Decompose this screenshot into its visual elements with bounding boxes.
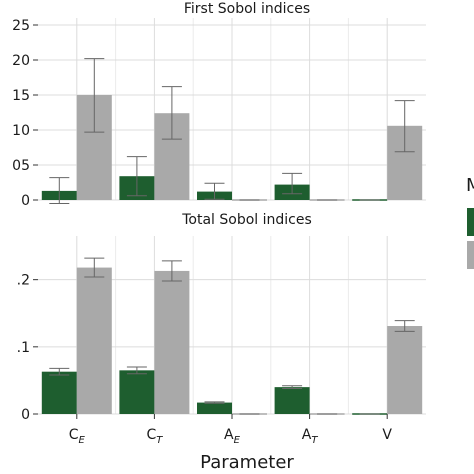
error-bar — [49, 177, 70, 204]
bar-AT-series-1 — [274, 387, 310, 414]
facet-title: Total Sobol indices — [181, 212, 312, 228]
error-bar — [282, 385, 303, 389]
bar-CE-series-1 — [41, 371, 77, 414]
y-tick-label: .2 — [17, 273, 30, 289]
legend-title: M — [466, 175, 474, 196]
y-tick-label: .1 — [17, 340, 30, 356]
x-tick-label: AT — [302, 427, 319, 446]
bar-AE-series-1 — [197, 402, 232, 414]
error-bar — [282, 172, 303, 195]
bar-CE-series-2 — [76, 267, 112, 414]
x-tick-label: CT — [146, 427, 163, 446]
legend-swatch-2 — [467, 241, 474, 269]
error-bar — [204, 401, 225, 404]
x-tick-label: V — [382, 427, 392, 443]
error-bar — [84, 58, 105, 133]
error-bar — [161, 260, 182, 282]
y-tick-label: 10 — [12, 123, 30, 139]
facet-title: First Sobol indices — [184, 1, 310, 17]
panels-layer: 0 05 10 15 20 25 0 .1 .2 — [12, 18, 426, 423]
x-axis-title: Parameter — [200, 452, 294, 473]
y-tick-label: 25 — [12, 18, 30, 34]
bar-V-series-2 — [387, 326, 423, 414]
legend: M — [466, 175, 474, 269]
error-bar — [204, 182, 225, 200]
panel-2: 0 .1 .2 — [17, 236, 426, 423]
error-bar — [126, 156, 147, 197]
error-bar — [161, 86, 182, 140]
error-bar — [394, 320, 415, 332]
bar-CT-series-1 — [119, 370, 155, 414]
x-tick-label: AE — [224, 427, 241, 446]
bar-CT-series-2 — [154, 270, 190, 414]
y-tick-label: 0 — [21, 407, 30, 423]
y-tick-label: 15 — [12, 88, 30, 104]
error-bar — [394, 100, 415, 153]
y-tick-label: 20 — [12, 53, 30, 69]
y-tick-label: 0 — [21, 193, 30, 209]
error-bar — [126, 366, 147, 375]
x-tick-label: CE — [69, 427, 86, 446]
error-bar — [84, 257, 105, 278]
error-bar — [49, 367, 70, 376]
legend-swatch-1 — [467, 208, 474, 236]
x-axis: CE CT AE AT V — [69, 414, 392, 446]
y-tick-label: 05 — [12, 158, 30, 174]
panel-1: 0 05 10 15 20 25 — [12, 18, 426, 209]
